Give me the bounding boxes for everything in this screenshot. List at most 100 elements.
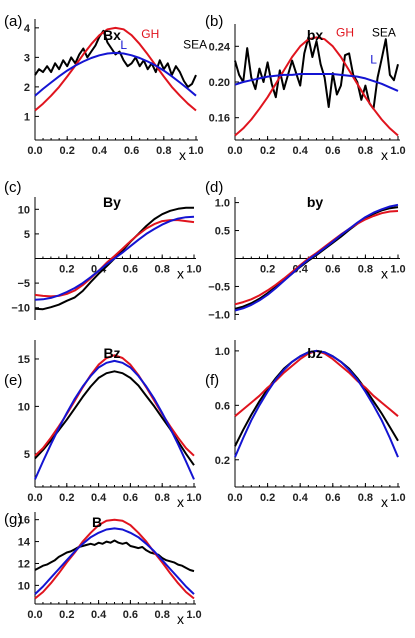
x-tick-label: 1.0 bbox=[390, 492, 405, 504]
panel-title: Bz bbox=[103, 345, 120, 361]
panel-title: By bbox=[103, 194, 121, 210]
x-tick-label: 0.4 bbox=[293, 145, 309, 157]
x-tick-label: 0.4 bbox=[293, 492, 309, 504]
series-label-l: L bbox=[120, 38, 127, 52]
panel-label: (e) bbox=[4, 372, 22, 389]
y-tick-label: 0.24 bbox=[209, 41, 231, 53]
x-tick-label: 0.6 bbox=[325, 264, 340, 276]
y-tick-label: 4 bbox=[24, 23, 31, 35]
x-tick-label: 0.4 bbox=[91, 609, 107, 621]
series-line-gh-e bbox=[34, 354, 195, 457]
series-line-sea-g bbox=[34, 539, 195, 573]
y-tick-label: 5 bbox=[24, 449, 30, 461]
x-tick-label: 0.4 bbox=[91, 492, 107, 504]
x-tick-label: 0.2 bbox=[60, 145, 75, 157]
y-tick-label: 15 bbox=[18, 354, 30, 366]
x-axis-label: x bbox=[179, 147, 186, 163]
x-tick-label: 0.2 bbox=[59, 492, 74, 504]
x-axis-label: x bbox=[177, 611, 184, 627]
x-tick-label: 0.8 bbox=[358, 264, 373, 276]
panel-label: (d) bbox=[205, 179, 223, 196]
x-tick-label: 1.0 bbox=[186, 264, 201, 276]
x-tick-label: 0.6 bbox=[124, 145, 139, 157]
x-tick-label: 0.2 bbox=[260, 492, 275, 504]
x-tick-label: 0.8 bbox=[155, 609, 170, 621]
x-tick-label: 0.2 bbox=[260, 264, 275, 276]
panel-label: (f) bbox=[205, 372, 219, 389]
panel-g: 0.0 0.2 0.4 0.6 0.8 1.0 10 12 14 16(g) Bx bbox=[4, 511, 202, 627]
panel-e: 0.0 0.2 0.4 0.6 0.8 1.0 5 10 15 (e) Bz x bbox=[4, 340, 202, 510]
panel-d: 0.2 0.4 0.6 0.8 1.0 −1.0 −0.5 0.5 1.0 (d) by x bbox=[205, 179, 406, 321]
y-tick-label: 10 bbox=[18, 580, 30, 592]
x-tick-label: 0.0 bbox=[27, 492, 42, 504]
y-tick-label: −1.0 bbox=[208, 309, 230, 321]
y-tick-label: 1.0 bbox=[215, 198, 230, 210]
x-axis-label: x bbox=[177, 494, 184, 510]
y-tick-label: 10 bbox=[18, 401, 30, 413]
panel-f: 0.0 0.2 0.4 0.6 0.8 1.0 0.2 0.6 1.0 (f) bz x bbox=[205, 340, 406, 510]
x-tick-label: 1.0 bbox=[390, 145, 405, 157]
x-axis-label: x bbox=[381, 494, 388, 510]
x-tick-label: 0.6 bbox=[123, 492, 138, 504]
y-tick-label: 0.16 bbox=[209, 113, 230, 125]
panel-title: by bbox=[307, 194, 324, 210]
panel-title: Bx bbox=[103, 27, 121, 43]
x-tick-label: 0.2 bbox=[59, 609, 74, 621]
series-line-gh-b bbox=[234, 36, 399, 137]
series-line-l-b bbox=[234, 73, 399, 92]
series-line-l-e bbox=[34, 359, 195, 480]
x-tick-label: 0.8 bbox=[358, 492, 373, 504]
series-line-gh-a bbox=[34, 26, 197, 112]
x-tick-label: 1.0 bbox=[188, 145, 203, 157]
y-tick-label: 14 bbox=[18, 537, 31, 549]
x-tick-label: 0.0 bbox=[227, 145, 242, 157]
panel-label: (a) bbox=[4, 13, 22, 30]
series-label-l: L bbox=[370, 52, 377, 66]
panel-label: (b) bbox=[205, 13, 223, 30]
x-tick-label: 1.0 bbox=[186, 609, 201, 621]
panel-b: 0.0 0.2 0.4 0.6 0.8 1.0 0.16 0.20 0.24 GH L SEA (b) b… bbox=[205, 13, 406, 163]
series-line-sea-e bbox=[34, 370, 195, 466]
series-label-gh: GH bbox=[336, 25, 354, 39]
y-tick-label: 2 bbox=[24, 82, 30, 94]
series-label-gh: GH bbox=[141, 27, 159, 41]
series-label-sea: SEA bbox=[372, 25, 396, 39]
series-line-gh-g bbox=[34, 518, 195, 600]
y-tick-label: 0.5 bbox=[215, 226, 230, 238]
y-tick-label: 1.0 bbox=[215, 346, 230, 358]
x-tick-label: 1.0 bbox=[390, 264, 405, 276]
x-tick-label: 0.8 bbox=[156, 145, 171, 157]
panel-title: B bbox=[92, 514, 102, 530]
y-tick-label: 16 bbox=[18, 515, 30, 527]
y-tick-label: 0.2 bbox=[215, 455, 230, 467]
y-tick-label: 5 bbox=[24, 229, 30, 241]
x-tick-label: 1.0 bbox=[186, 492, 201, 504]
panel-a: 0.0 0.2 0.4 0.6 0.8 1.0 1 2 3 4 GH L SEA (a) Bx x bbox=[4, 13, 207, 163]
x-tick-label: 0.4 bbox=[293, 264, 309, 276]
x-tick-label: 0.6 bbox=[123, 264, 138, 276]
y-tick-label: −10 bbox=[11, 303, 30, 315]
panel-title: bx bbox=[307, 27, 324, 43]
x-tick-label: 0.2 bbox=[59, 264, 74, 276]
x-tick-label: 0.0 bbox=[27, 145, 42, 157]
y-tick-label: 3 bbox=[24, 52, 30, 64]
series-line-l-f bbox=[234, 349, 399, 458]
x-tick-label: 0.2 bbox=[260, 145, 275, 157]
y-tick-label: 0.20 bbox=[209, 77, 230, 89]
x-tick-label: 0.6 bbox=[325, 145, 340, 157]
y-tick-label: −0.5 bbox=[208, 281, 230, 293]
y-tick-label: 0.6 bbox=[215, 400, 230, 412]
x-tick-label: 0.6 bbox=[123, 609, 138, 621]
y-tick-label: −5 bbox=[17, 278, 30, 290]
panel-label: (c) bbox=[4, 179, 22, 196]
x-tick-label: 0.4 bbox=[92, 145, 108, 157]
x-tick-label: 0.6 bbox=[325, 492, 340, 504]
series-line-l-d bbox=[234, 203, 399, 312]
y-tick-label: 12 bbox=[18, 558, 30, 570]
x-tick-label: 0.8 bbox=[358, 145, 373, 157]
series-line-sea-f bbox=[234, 349, 399, 447]
x-axis-label: x bbox=[381, 147, 388, 163]
x-tick-label: 0.8 bbox=[155, 492, 170, 504]
